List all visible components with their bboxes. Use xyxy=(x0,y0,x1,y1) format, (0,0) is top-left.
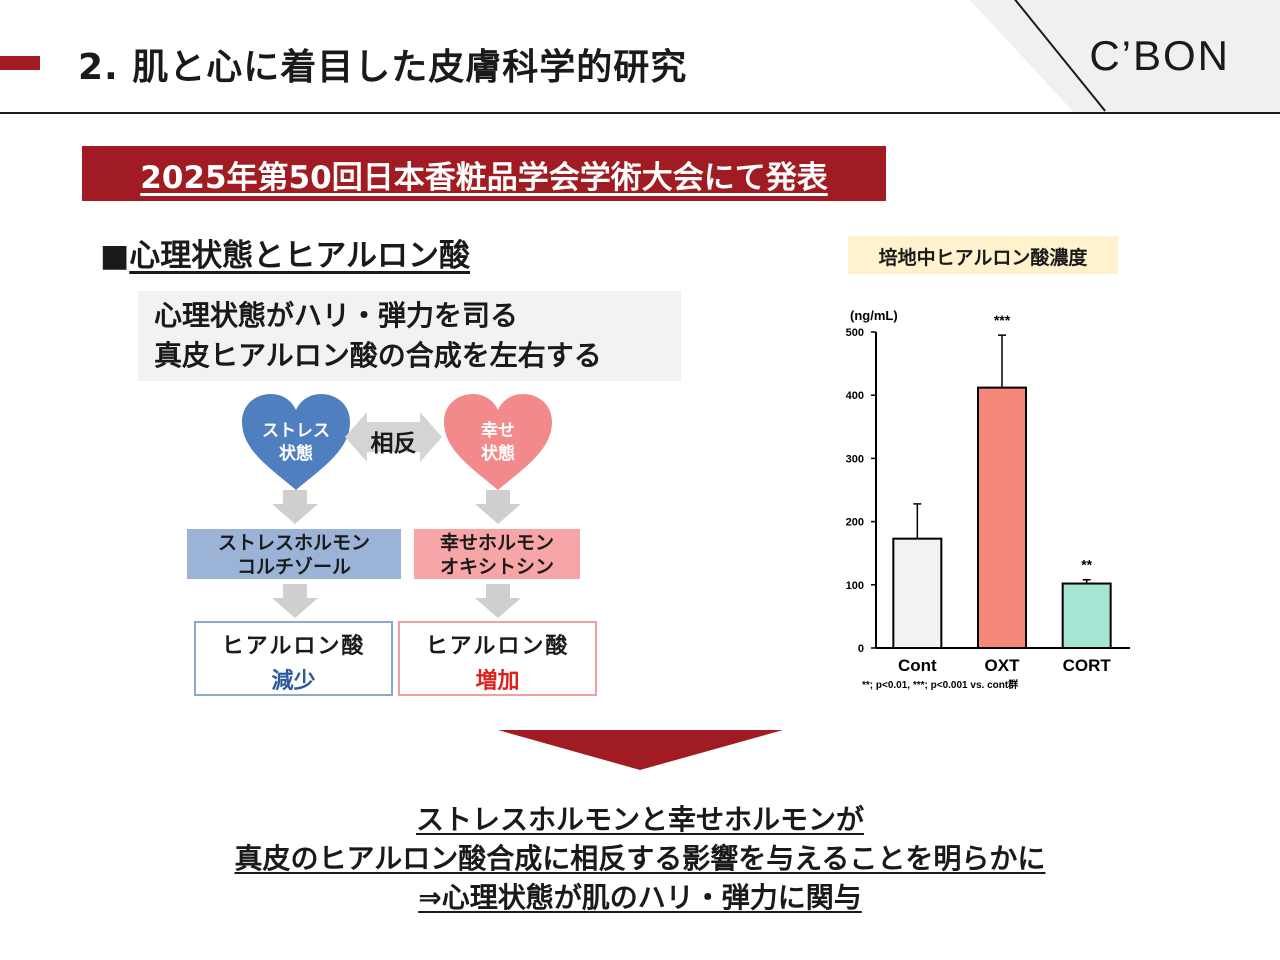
section-title: 心理状態とヒアルロン酸 xyxy=(129,238,470,274)
chart-bar-cont xyxy=(892,537,943,649)
happy-result-title: ヒアルロン酸 xyxy=(425,634,570,659)
presentation-banner: 2025年第50回日本香粧品学会学術大会にて発表 xyxy=(82,146,886,201)
happy-hormone-box: 幸せホルモン オキシトシン xyxy=(414,529,580,579)
summary-note: 心理状態がハリ・弾力を司る 真皮ヒアルロン酸の合成を左右する xyxy=(138,291,681,381)
chart-significance-mark: ** xyxy=(1081,557,1092,573)
chart-unit-label: (ng/mL) xyxy=(850,308,898,323)
chart-y-tick-label: 500 xyxy=(846,327,864,339)
chart-bar-cort xyxy=(1061,582,1112,650)
header-accent-bar xyxy=(0,56,40,70)
chart-title-box: 培地中ヒアルロン酸濃度 xyxy=(848,236,1118,274)
chart-y-tick-label: 400 xyxy=(846,390,864,402)
chart-x-tick-label: OXT xyxy=(985,656,1021,675)
chart-bar-oxt xyxy=(977,386,1027,649)
section-bullet: ■ xyxy=(100,238,130,274)
stress-result-box: ヒアルロン酸 減少 xyxy=(194,621,393,696)
chart-y-tick-label: 0 xyxy=(858,643,864,655)
happy-heart-icon xyxy=(444,394,552,490)
conclusion-line-1: ストレスホルモンと幸せホルモンが xyxy=(415,803,864,836)
hyaluronic-acid-bar-chart: (ng/mL) 0 100 200 300 400 500 Cont *** OXT ** CORT *… xyxy=(846,308,1130,691)
stress-heart-icon xyxy=(242,394,350,490)
note-line-1: 心理状態がハリ・弾力を司る xyxy=(154,299,519,332)
opposite-label: 相反 xyxy=(370,431,417,457)
down-arrow-icon xyxy=(272,584,318,618)
chart-y-tick-label: 200 xyxy=(846,517,864,529)
section-heading: ■心理状態とヒアルロン酸 xyxy=(100,230,470,275)
note-line-2: 真皮ヒアルロン酸の合成を左右する xyxy=(154,339,602,372)
chart-significance-mark: *** xyxy=(994,312,1011,328)
chart-y-tick-label: 300 xyxy=(846,453,864,465)
opposite-double-arrow-icon xyxy=(345,412,442,462)
banner-text: 2025年第50回日本香粧品学会学術大会にて発表 xyxy=(140,160,828,196)
conclusion-line-3: ⇒心理状態が肌のハリ・弾力に関与 xyxy=(418,881,862,914)
happy-result-box: ヒアルロン酸 増加 xyxy=(398,621,597,696)
header-divider xyxy=(0,112,1280,114)
conclusion-arrow-icon xyxy=(498,730,783,770)
stress-hormone-box: ストレスホルモン コルチゾール xyxy=(187,529,401,579)
down-arrow-icon xyxy=(475,584,521,618)
chart-x-tick-label: CORT xyxy=(1063,656,1112,675)
chart-footnote: **; p<0.01, ***; p<0.001 vs. cont群 xyxy=(862,678,1018,691)
down-arrow-icon xyxy=(475,490,521,524)
conclusion-text: ストレスホルモンと幸せホルモンが 真皮のヒアルロン酸合成に相反する影響を与えるこ… xyxy=(140,800,1140,917)
brand-logo: C’BON xyxy=(1089,32,1230,79)
chart-y-tick-label: 100 xyxy=(846,580,864,592)
happy-result-value: 増加 xyxy=(475,669,520,694)
stress-result-title: ヒアルロン酸 xyxy=(221,634,366,659)
chart-title: 培地中ヒアルロン酸濃度 xyxy=(878,247,1088,269)
page-title: 2. 肌と心に着目した皮膚科学的研究 xyxy=(78,47,688,88)
chart-x-tick-label: Cont xyxy=(898,656,937,675)
conclusion-line-2: 真皮のヒアルロン酸合成に相反する影響を与えることを明らかに xyxy=(234,842,1046,875)
happy-heart-label: 幸せ 状態 xyxy=(481,421,515,464)
down-arrow-icon xyxy=(272,490,318,524)
stress-heart-label: ストレス 状態 xyxy=(262,421,330,464)
stress-result-value: 減少 xyxy=(271,669,316,694)
